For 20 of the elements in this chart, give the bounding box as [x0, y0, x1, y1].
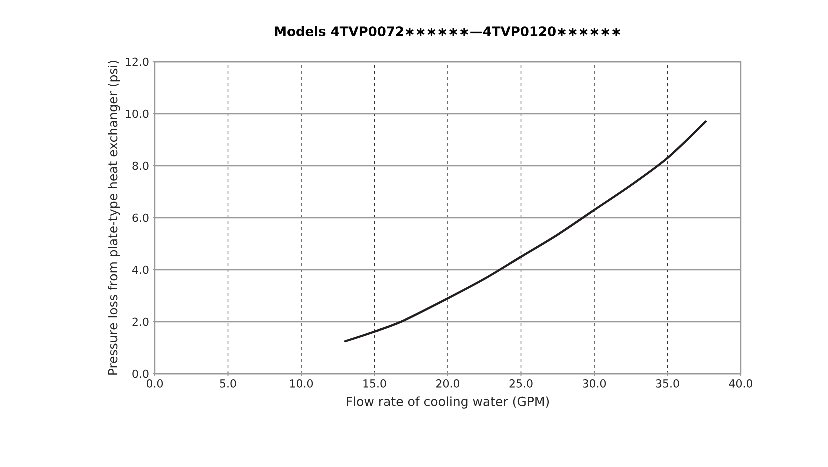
x-tick-label: 5.0: [220, 380, 236, 388]
y-tick-label: 2.0: [132, 318, 149, 326]
y-tick-label: 6.0: [132, 214, 149, 222]
y-tick-label: 4.0: [132, 266, 149, 274]
x-axis-title: Flow rate of cooling water (GPM): [347, 396, 550, 409]
x-tick-label: 40.0: [729, 380, 753, 388]
y-axis-title: Pressure loss from plate-type heat exchanger (psi): [108, 60, 120, 375]
x-tick-label: 10.0: [290, 380, 314, 388]
x-tick-label: 0.0: [146, 380, 164, 388]
x-tick-label: 15.0: [364, 380, 386, 388]
x-tick-label: 30.0: [583, 380, 606, 388]
chart-title: Models 4TVP0072∗∗∗∗∗∗—4TVP0120∗∗∗∗∗∗: [275, 26, 620, 36]
y-tick-label: 10.0: [126, 110, 149, 118]
y-tick-label: 0.0: [132, 370, 149, 378]
x-tick-label: 25.0: [510, 380, 533, 388]
y-tick-label: 8.0: [132, 162, 149, 170]
x-tick-label: 35.0: [656, 380, 680, 388]
line-series: [344, 120, 707, 343]
y-tick-label: 12.0: [126, 58, 149, 66]
x-tick-label: 20.0: [436, 380, 460, 388]
